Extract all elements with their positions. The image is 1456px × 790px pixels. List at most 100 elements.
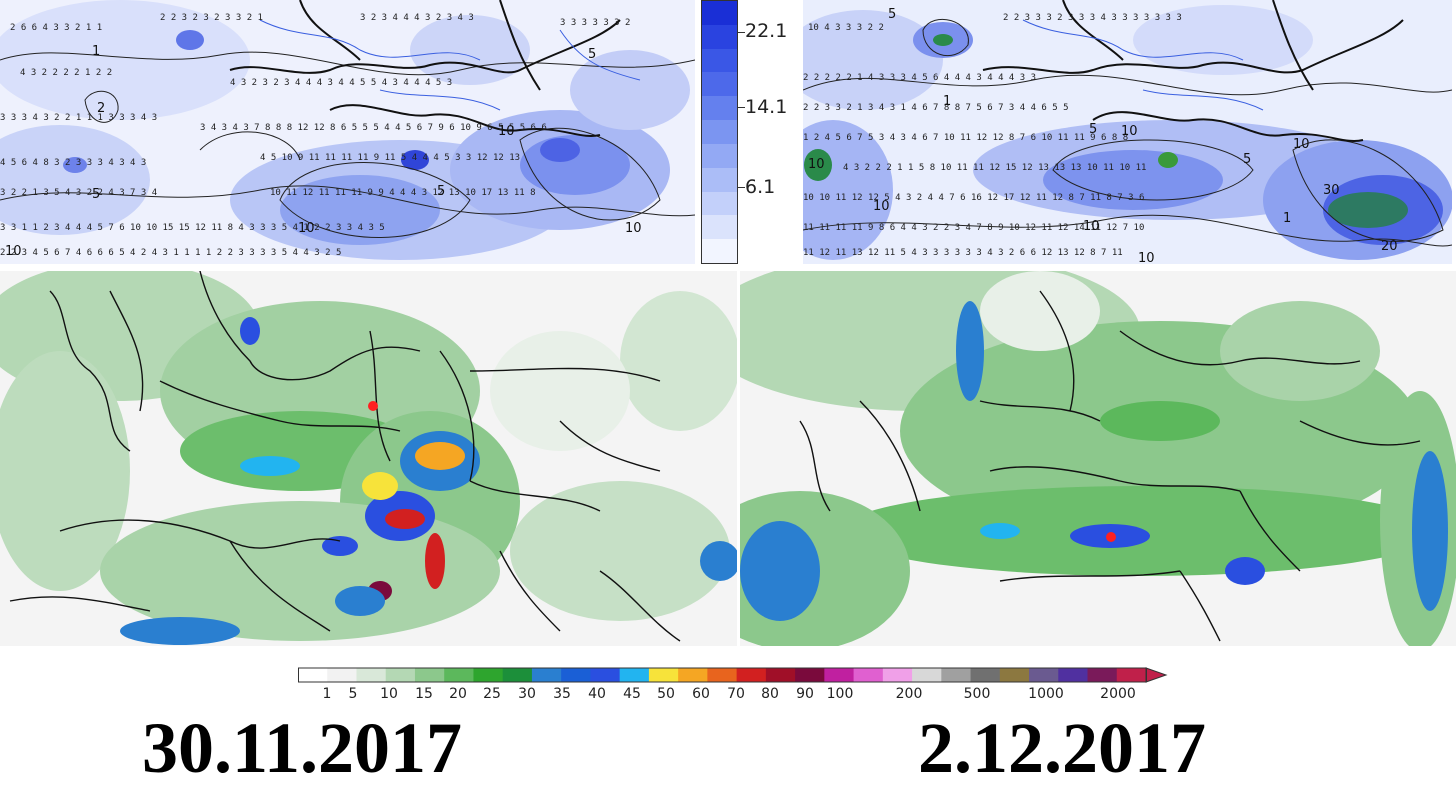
scale-label: 90 [796,686,814,702]
bottom-color-scale [298,667,1168,683]
scale-label: 5 [348,686,358,702]
scale-swatch [590,668,621,682]
scale-swatch [619,668,650,682]
svg-text:3 3 1 1 2 3 4 4 4 5 7 6 10 10: 3 3 1 1 2 3 4 4 4 5 7 6 10 10 15 15 12 1… [0,223,385,233]
scale-label: 45 [623,686,641,702]
contour-label: 5 [1089,122,1097,137]
svg-text:2 2 2 2 2 1 4 3 3 3 4 5 6 4 4: 2 2 2 2 2 1 4 3 3 3 4 5 6 4 4 4 3 4 4 4 … [803,73,1036,83]
scale-swatch [702,239,737,263]
scale-label: 500 [963,686,991,702]
contour-label: 1 [1283,211,1291,226]
scale-label: 1000 [1028,686,1064,702]
contour-label: 1 [943,94,951,109]
bottom-right-precipitation-map [740,271,1456,646]
contour-label: 5 [888,7,896,22]
scale-swatch [702,72,737,98]
scale-swatch [702,24,737,50]
svg-text:4 5 10 9 11 11 11 11 9 11 5 4: 4 5 10 9 11 11 11 11 9 11 5 4 4 4 5 3 3 … [260,153,520,163]
scale-label: 35 [553,686,571,702]
scale-swatch [298,668,328,682]
svg-text:1 2 4 5 6 7 5 3 4 3 4 6 7 10 1: 1 2 4 5 6 7 5 3 4 3 4 6 7 10 11 12 12 8 … [803,133,1128,143]
svg-text:2 2 3 3 2 1 3 4 3 1 4 6 7 8 8: 2 2 3 3 2 1 3 4 3 1 4 6 7 8 8 7 5 6 7 3 … [803,103,1069,113]
scale-label: 2000 [1100,686,1136,702]
contour-label: 10 [5,244,22,259]
contour-label: 1 [92,44,100,59]
scale-swatch [941,668,972,682]
top-right-contour-map: 10 4 3 3 3 2 2 2 2 3 3 3 2 3 3 3 4 3 3 3… [803,0,1452,264]
scale-swatch [702,215,737,241]
svg-text:11 11 11 11 9 8 6 4 4 3 2 2 3: 11 11 11 11 9 8 6 4 4 3 2 2 3 4 7 8 9 10… [803,223,1144,233]
scale-label: 40 [588,686,606,702]
svg-text:3 3 3 3 3 3 2: 3 3 3 3 3 3 2 [560,18,630,28]
scale-swatch [853,668,884,682]
svg-text:4 3 2 2 2 1 1 5 8 10 11 11 12: 4 3 2 2 2 1 1 5 8 10 11 11 12 15 12 13 1… [843,163,1146,173]
scale-swatch [444,668,475,682]
scale-swatch [736,668,767,682]
svg-text:3 4 3 4 3 7 8 8 8 12 12 8 6 5: 3 4 3 4 3 7 8 8 8 12 12 8 6 5 5 5 4 4 5 … [200,123,547,133]
contour-label: 20 [1381,239,1398,254]
svg-text:3 2 3 4 4 4 3 2 3 4 3: 3 2 3 4 4 4 3 2 3 4 3 [360,13,474,23]
contour-label: 10 [625,221,642,236]
location-marker [368,401,378,411]
scale-swatch [702,96,737,122]
scale-swatch [999,668,1030,682]
scale-label: 80 [761,686,779,702]
scale-swatch [1058,668,1089,682]
contour-label: 2 [97,101,105,116]
svg-text:4 5 6 4 8 3 2 3 3 3 4 3 4 3: 4 5 6 4 8 3 2 3 3 3 4 3 4 3 [0,158,146,168]
date-label-left: 30.11.2017 [142,708,463,788]
location-marker [1106,532,1116,542]
scale-swatch [385,668,416,682]
scale-tick [738,32,745,33]
scale-swatch [561,668,592,682]
svg-text:3 2 2 1 3 5 4 3 2 2 4 3 7 3 4: 3 2 2 1 3 5 4 3 2 2 4 3 7 3 4 [0,188,157,198]
scale-swatch [702,48,737,74]
scale-label: 22.1 [745,20,788,42]
svg-text:3 3 3 4 3 2 2 1 1 1 3 3 3 4 3: 3 3 3 4 3 2 2 1 1 1 3 3 3 4 3 [0,113,157,123]
top-color-scale [701,0,738,264]
scale-label: 100 [826,686,854,702]
scale-swatch [327,668,358,682]
contour-label: 5 [588,47,596,62]
svg-text:11 12 11 13 12 11 5 4 3 3 3 3: 11 12 11 13 12 11 5 4 3 3 3 3 3 3 4 3 2 … [803,248,1123,258]
contour-label: 10 [808,157,825,172]
contour-label: 10 [298,221,315,236]
scale-swatch [702,1,737,26]
svg-text:10 4 3 3 3 2 2: 10 4 3 3 3 2 2 [808,23,884,33]
contour-label: 10 [498,124,515,139]
scale-swatch [502,668,533,682]
scale-swatch [473,668,504,682]
date-label-right: 2.12.2017 [918,708,1206,788]
scale-label: 6.1 [745,176,776,198]
scale-label: 70 [727,686,745,702]
svg-text:10 10 11 12 12 5 4 3 2 4 4 7 6: 10 10 11 12 12 5 4 3 2 4 4 7 6 16 12 17 … [803,193,1144,203]
scale-label: 30 [518,686,536,702]
scale-swatch [356,668,387,682]
scale-label: 14.1 [745,96,788,118]
contour-label: 10 [1293,137,1310,152]
contour-label: 10 [1121,124,1138,139]
scale-swatch [702,191,737,217]
scale-arrow [1145,667,1168,683]
scale-swatch [702,143,737,169]
scale-swatch [414,668,445,682]
svg-text:2 2 3 3 3 2 3 3 3 4 3 3 3 3 3: 2 2 3 3 3 2 3 3 3 4 3 3 3 3 3 3 3 [1003,13,1182,23]
contour-label: 10 [1083,219,1100,234]
scale-swatch [648,668,679,682]
scale-swatch [824,668,855,682]
scale-swatch [882,668,913,682]
scale-swatch [678,668,708,682]
scale-label: 60 [692,686,710,702]
top-left-contour-map: 2 6 6 4 3 3 2 1 1 2 2 3 2 3 2 3 3 2 1 3 … [0,0,695,264]
scale-swatch [1116,668,1147,682]
contour-label: 5 [92,187,100,202]
svg-text:4 3 2 3 2 3 4 4 4 3 4 4 5 5 4: 4 3 2 3 2 3 4 4 4 3 4 4 5 5 4 3 4 4 4 5 … [230,78,452,88]
scale-label: 10 [380,686,398,702]
scale-swatch [765,668,796,682]
scale-label: 25 [483,686,501,702]
scale-label: 50 [657,686,675,702]
scale-swatch [1087,668,1118,682]
contour-label: 30 [1323,183,1340,198]
scale-swatch [707,668,738,682]
scale-label: 15 [415,686,433,702]
